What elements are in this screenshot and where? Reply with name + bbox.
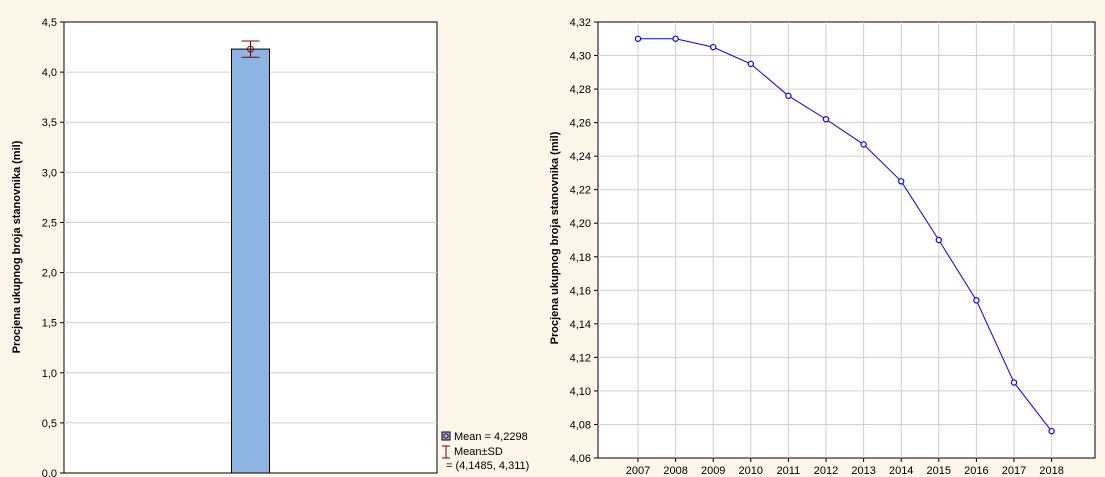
population-data-point [634,35,642,42]
line-y-tick-label: 4,22 [570,185,591,197]
line-chart-y-axis-label: Procjena ukupnog broja stanovnika (mil) [549,131,561,344]
line-x-tick-label: 2016 [964,465,988,477]
bar-y-tick-label: 0,5 [42,418,57,430]
population-data-point [747,60,755,68]
bar-y-tick-label: 1,0 [42,368,57,380]
line-y-tick-label: 4,12 [570,352,591,364]
population-data-point [672,35,679,42]
bar-y-tick-label: 0,0 [42,468,57,477]
line-y-tick-label: 4,30 [570,51,591,63]
population-data-point [785,92,792,99]
bar-y-tick-label: 2,0 [42,268,57,280]
line-x-tick-label: 2009 [701,465,725,477]
legend-sd-range: = (4,1485, 4,311) [446,460,529,472]
bar-y-tick-label: 4,5 [42,17,57,29]
population-data-point [822,116,830,123]
line-plot-area [597,21,1096,459]
bar-y-tick-label: 4,0 [42,67,57,79]
line-x-tick-label: 2013 [851,465,875,477]
mean-marker [247,45,254,53]
legend-mean-label: Mean = 4,2298 [454,431,528,443]
population-series-line [638,38,1052,432]
line-x-tick-label: 2008 [663,465,687,477]
population-data-point [935,236,943,244]
line-y-tick-label: 4,32 [570,17,591,29]
line-x-tick-label: 2010 [739,465,763,477]
population-data-point [1010,379,1018,386]
line-y-tick-label: 4,06 [570,453,591,465]
line-x-tick-label: 2018 [1039,465,1063,477]
line-y-tick-label: 4,16 [570,285,591,297]
line-chart-series [634,35,1055,435]
bar-chart: 0,0 0,5 1,0 1,5 2,0 2,5 3,0 3,5 4,0 4,5 Procjena … [11,17,529,477]
line-x-tick-label: 2014 [889,465,913,477]
line-y-tick-label: 4,10 [570,386,591,398]
line-y-tick-label: 4,28 [570,84,591,96]
population-data-point [860,141,867,148]
bar-y-tick-label: 3,5 [42,117,57,129]
line-x-tick-label: 2007 [626,465,650,477]
bar-chart-bars [231,40,270,474]
line-y-tick-label: 4,08 [570,419,591,431]
population-data-point [973,297,980,304]
line-x-tick-label: 2015 [927,465,951,477]
bar-y-tick-label: 2,5 [42,217,57,229]
legend-mean-swatch [441,431,451,441]
line-chart: 4,06 4,08 4,10 4,12 4,14 4,16 4,18 4,20 4,22 4,24… [549,17,1096,477]
population-data-point [710,43,717,51]
line-x-tick-label: 2011 [777,465,801,477]
bar-chart-y-ticks: 0,0 0,5 1,0 1,5 2,0 2,5 3,0 3,5 4,0 4,5 [42,17,64,477]
line-y-tick-label: 4,20 [570,218,591,230]
legend-mean-marker-icon [443,433,449,439]
mean-bar [231,48,270,474]
bar-y-tick-label: 3,0 [42,167,57,179]
population-data-point [1048,427,1055,435]
population-data-point [898,178,905,185]
line-chart-gridlines [598,22,1095,458]
line-y-tick-label: 4,14 [570,319,591,331]
bar-chart-legend: Mean = 4,2298 Mean±SD = (4,1485, 4,311) [441,431,529,472]
line-x-tick-label: 2012 [814,465,838,477]
line-y-tick-label: 4,18 [570,252,591,264]
line-chart-x-ticks: 2007 2008 2009 2010 2011 2012 2013 2014 2015 2016… [626,458,1064,477]
line-x-tick-label: 2017 [1002,465,1026,477]
line-chart-y-ticks: 4,06 4,08 4,10 4,12 4,14 4,16 4,18 4,20 4,22 4,24… [570,17,598,465]
bar-y-tick-label: 1,5 [42,318,57,330]
legend-sd-label: Mean±SD [454,446,503,458]
line-y-tick-label: 4,26 [570,118,591,130]
bar-chart-y-axis-label: Procjena ukupnog broja stanovnika (mil) [11,140,23,353]
line-y-tick-label: 4,24 [570,151,591,163]
